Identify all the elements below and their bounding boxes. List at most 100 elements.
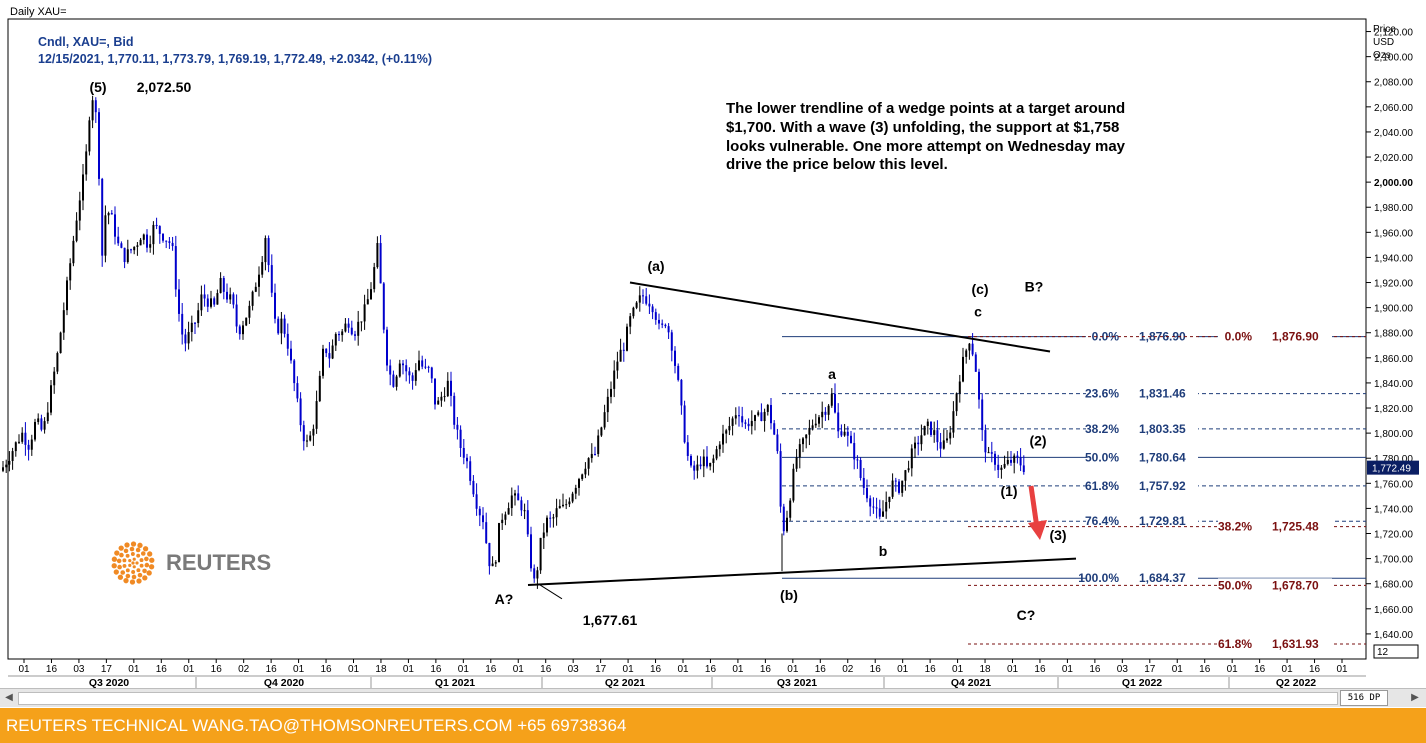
quarter-label: Q3 2021 xyxy=(777,677,817,689)
fib-label-bg xyxy=(1086,450,1198,464)
scroll-right-icon[interactable]: ▶ xyxy=(1411,692,1419,703)
x-tick-label: 17 xyxy=(101,664,113,675)
y-tick-label: 2,100.00 xyxy=(1374,53,1413,64)
candle-body xyxy=(5,464,8,468)
candle-body xyxy=(130,249,132,251)
x-tick-label: 01 xyxy=(623,664,635,675)
candle-body xyxy=(750,420,753,427)
candle-body xyxy=(562,504,564,507)
candle-body xyxy=(299,398,302,426)
candle-body xyxy=(53,371,56,386)
x-tick-label: 16 xyxy=(760,664,772,675)
candle-body xyxy=(709,462,712,467)
candle-body xyxy=(802,438,804,445)
x-tick-label: 16 xyxy=(540,664,552,675)
candle-body xyxy=(482,515,484,523)
candle-body xyxy=(830,393,833,406)
candle-body xyxy=(997,464,1000,470)
logo-dot xyxy=(113,569,119,575)
high-value-label: 2,072.50 xyxy=(137,79,192,95)
candle-body xyxy=(510,495,513,509)
candle-body xyxy=(290,348,292,361)
price-chart[interactable]: Daily XAU= Cndl, XAU=, Bid 12/15/2021, 1… xyxy=(0,0,1426,708)
logo-dot xyxy=(119,552,124,558)
candle-body xyxy=(85,151,88,175)
candle-body xyxy=(629,316,632,327)
y-tick-label: 1,740.00 xyxy=(1374,504,1413,515)
candle-body xyxy=(702,456,705,467)
candle-body xyxy=(917,442,920,445)
window-title: Daily XAU= xyxy=(10,6,67,18)
x-tick-label: 16 xyxy=(156,664,168,675)
zoom-badge-box[interactable] xyxy=(1373,644,1419,659)
x-tick-label: 01 xyxy=(1172,664,1184,675)
logo-dot xyxy=(135,547,141,553)
zoom-badge[interactable]: 12 xyxy=(1373,644,1419,659)
candle-body xyxy=(408,371,411,376)
fib-value-label: 1,684.37 xyxy=(1139,571,1186,585)
candle-body xyxy=(280,318,283,334)
candle-body xyxy=(920,435,923,445)
logo-dot xyxy=(137,542,143,548)
x-tick-label: 01 xyxy=(787,664,799,675)
candle-body xyxy=(142,234,145,240)
y-tick-label: 1,920.00 xyxy=(1374,279,1413,290)
scroll-thumb[interactable] xyxy=(18,692,1338,705)
candle-body xyxy=(834,393,836,413)
candle-body xyxy=(40,418,43,430)
candle-body xyxy=(990,452,993,454)
candle-body xyxy=(786,517,788,532)
x-tick-label: 16 xyxy=(1254,664,1266,675)
candle-body xyxy=(635,302,638,308)
candle-body xyxy=(549,517,552,519)
candle-body xyxy=(808,427,811,435)
candle-body xyxy=(197,310,200,324)
low-value-label: 1,677.61 xyxy=(583,612,638,628)
candle-body xyxy=(437,400,440,405)
y-tick-label: 2,000.00 xyxy=(1374,178,1413,189)
candle-body xyxy=(776,434,779,452)
candle-body xyxy=(744,422,747,424)
wave-b-paren-label: (b) xyxy=(780,587,798,603)
candle-body xyxy=(603,412,606,428)
commentary-line-3: looks vulnerable. One more attempt on We… xyxy=(726,138,1126,155)
candle-body xyxy=(155,224,158,227)
candle-body xyxy=(1000,467,1003,470)
candle-body xyxy=(766,405,769,412)
horizontal-scrollbar[interactable]: ◀ 516 DP ▶ xyxy=(0,688,1426,707)
candle-body xyxy=(30,439,33,450)
candle-body xyxy=(718,444,721,450)
candle-body xyxy=(181,313,184,335)
candle-body xyxy=(747,423,750,427)
candle-body xyxy=(168,241,171,243)
fib-percent-label: 100.0% xyxy=(1078,571,1119,585)
candle-body xyxy=(194,322,196,324)
candle-body xyxy=(405,365,408,372)
candle-body xyxy=(824,411,827,415)
logo-dot xyxy=(137,572,143,578)
candle-body xyxy=(270,265,273,293)
logo-dot xyxy=(142,568,147,574)
candle-body xyxy=(27,444,30,450)
candle-body xyxy=(731,418,734,426)
candle-body xyxy=(680,379,683,406)
candle-body xyxy=(139,239,142,246)
x-tick-label: 16 xyxy=(1034,664,1046,675)
logo-dot xyxy=(111,563,117,569)
candle-body xyxy=(158,226,161,234)
candle-body xyxy=(98,112,100,179)
scroll-left-icon[interactable]: ◀ xyxy=(5,692,13,703)
logo-dot xyxy=(147,551,153,557)
y-tick-label: 1,840.00 xyxy=(1374,379,1413,390)
candle-body xyxy=(248,305,251,318)
candle-body xyxy=(386,329,388,366)
candle-body xyxy=(389,365,392,375)
candle-body xyxy=(472,480,475,495)
candle-body xyxy=(818,417,820,424)
candle-body xyxy=(347,323,350,328)
x-tick-label: 16 xyxy=(430,664,442,675)
footer-banner: REUTERS TECHNICAL WANG.TAO@THOMSONREUTER… xyxy=(0,708,1426,743)
candle-body xyxy=(136,245,139,247)
candle-body xyxy=(424,366,427,368)
x-tick-label: 02 xyxy=(238,664,250,675)
